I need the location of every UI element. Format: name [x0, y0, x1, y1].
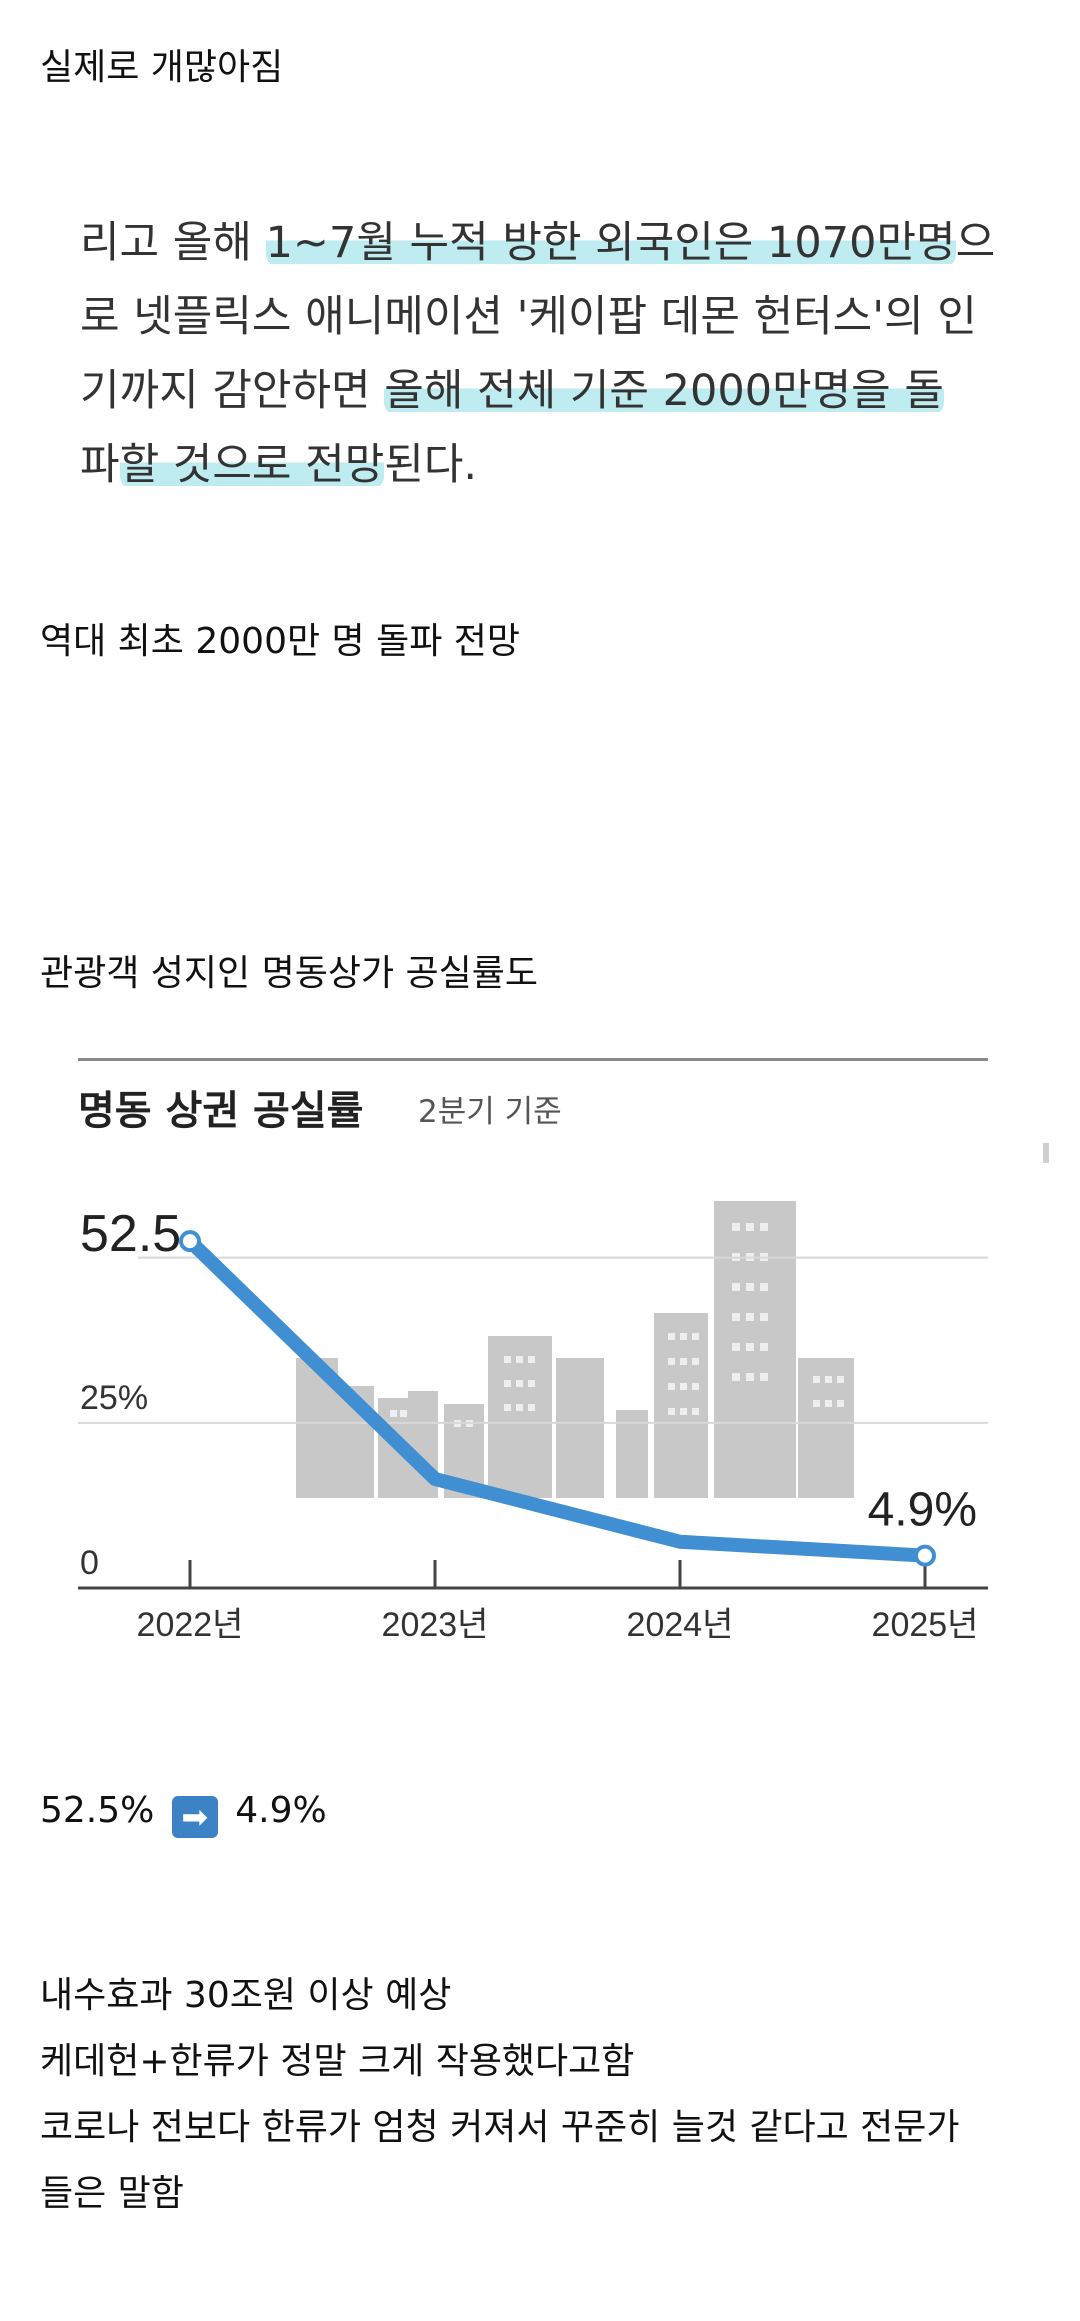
quote-text: 로 넷플릭스 애니메이션 '케이팝 데몬 헌터스'의 인 [80, 292, 977, 342]
quote-line: 파할 것으로 전망된다. [80, 430, 477, 492]
compare-line: 52.5% ➡ 4.9% [40, 1787, 327, 1838]
compare-to: 4.9% [235, 1790, 327, 1831]
quote-line: 리고 올해 1~7월 누적 방한 외국인은 1070만명으 [80, 208, 995, 270]
headline-vacancy: 관광객 성지인 명동상가 공실률도 [40, 953, 539, 994]
quote-text: 기까지 감안하면 [80, 366, 385, 416]
y-tick-label: 25% [80, 1379, 148, 1417]
quote-highlight: 1~7월 누적 방한 외국인은 1070만명 [265, 218, 956, 268]
quote-text: 된다. [384, 440, 478, 490]
chart-top-rule [78, 1058, 988, 1061]
data-point [179, 1230, 201, 1253]
building-shape [556, 1358, 604, 1498]
compare-from: 52.5% [40, 1790, 155, 1831]
closing-line: 들은 말함 [40, 2173, 184, 2214]
x-tick-label: 2023년 [382, 1606, 489, 1644]
x-tick-label: 2025년 [872, 1606, 979, 1644]
series-line [183, 1234, 932, 1563]
quote-text: 으 [955, 218, 996, 268]
building-shape [616, 1410, 648, 1498]
building-shape [714, 1201, 796, 1498]
quote-highlight: 할 것으로 전망 [119, 440, 385, 490]
chart-title: 명동 상권 공실률 [78, 1088, 364, 1134]
closing-line: 코로나 전보다 한류가 엄청 커져서 꾸준히 늘것 같다고 전문가 [40, 2107, 960, 2148]
closing-line: 내수효과 30조원 이상 예상 [40, 1975, 452, 2016]
x-tick-label: 2024년 [627, 1606, 734, 1644]
intro-text: 실제로 개많아짐 [40, 47, 284, 88]
buildings-illustration [296, 1201, 854, 1498]
quote-highlight: 올해 전체 기준 2000만명을 돌 [384, 366, 944, 416]
chart-plot: 0 25% 2022년 2023년 2024년 2025년 52.5 4.9% [78, 1201, 988, 1644]
x-tick-label: 2022년 [137, 1606, 244, 1644]
building-shape [654, 1313, 708, 1498]
y-tick-label: 0 [80, 1544, 99, 1582]
closing-line: 케데헌+한류가 정말 크게 작용했다고함 [40, 2041, 635, 2082]
vacancy-chart: 명동 상권 공실률 2분기 기준 [78, 1058, 988, 1658]
quote-line: 로 넷플릭스 애니메이션 '케이팝 데몬 헌터스'의 인 [80, 282, 977, 344]
scroll-edge-mark [1043, 1143, 1049, 1163]
data-label: 52.5 [80, 1205, 181, 1263]
quote-line: 기까지 감안하면 올해 전체 기준 2000만명을 돌 [80, 356, 944, 418]
headline-forecast: 역대 최초 2000만 명 돌파 전망 [40, 621, 521, 662]
right-arrow-icon: ➡ [171, 1796, 218, 1838]
data-label: 4.9% [868, 1484, 977, 1537]
quote-text: 리고 올해 [80, 218, 266, 268]
quote-text: 파 [80, 440, 120, 490]
chart-subtitle: 2분기 기준 [418, 1094, 562, 1130]
data-point [914, 1544, 936, 1567]
